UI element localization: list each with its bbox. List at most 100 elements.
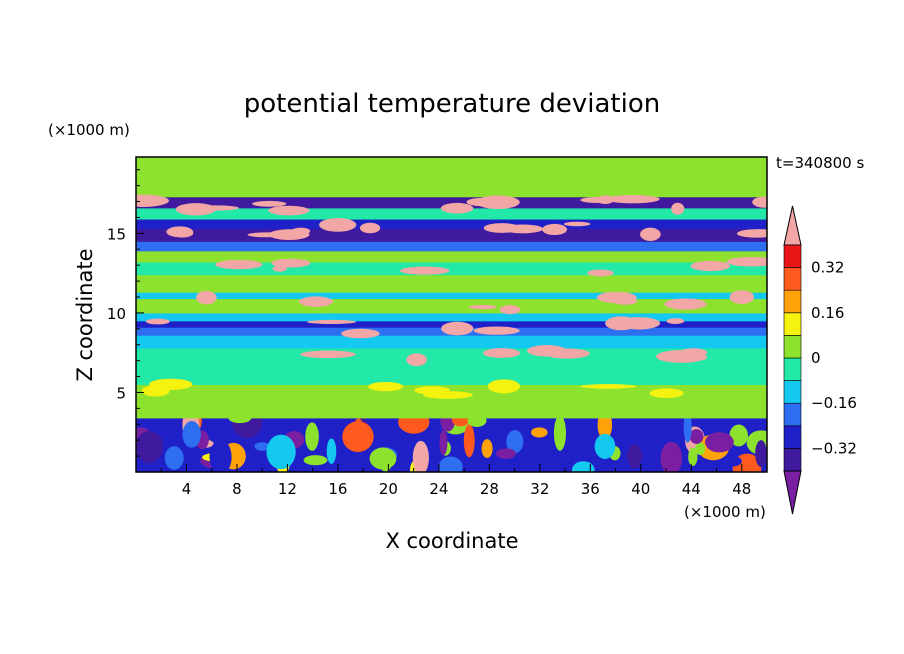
anomaly-patch [466,197,497,207]
turbulent-eddy [136,431,164,463]
turbulent-eddy [496,448,516,459]
turbulent-eddy [689,429,704,444]
x-tick-label: 12 [278,480,297,498]
anomaly-patch [726,257,767,267]
turbulent-eddy [506,430,524,454]
turbulent-eddy [723,456,742,467]
anomaly-patch [307,319,356,325]
colorbar-box [783,402,802,427]
anomaly-patch [291,227,311,235]
anomaly-patch [580,384,637,389]
colorbar-tick-label: −0.16 [811,394,857,412]
colorbar-box [783,244,802,268]
anomaly-patch [483,223,520,233]
plot-frame [135,156,768,473]
x-tick-label: 24 [429,480,448,498]
x-tick-label: 32 [530,480,549,498]
colorbar-box [783,267,802,291]
anomaly-patch [729,290,755,305]
turbulent-eddy [305,422,319,451]
anomaly-patch [613,297,638,305]
anomaly-patch [441,321,474,336]
contour-band-3 [136,335,767,349]
x-axis-title: X coordinate [385,529,518,553]
turbulent-eddy [755,440,767,468]
colorbar-tick-label: 0.16 [811,304,844,322]
turbulent-eddy [683,411,692,443]
anomaly-patch [188,205,240,211]
turbulent-eddy [342,421,374,453]
anomaly-patch [656,350,707,363]
anomaly-patch [406,353,427,367]
turbulent-eddy [660,441,683,472]
turbulent-eddy [412,440,429,472]
time-label: t=340800 s [776,154,864,172]
turbulent-eddy [729,424,748,447]
anomaly-patch [341,328,380,339]
anomaly-patch [618,317,661,330]
colorbar-tick-label: −0.32 [811,439,857,457]
turbulent-eddy [209,439,232,472]
anomaly-patch [542,223,568,236]
turbulent-eddy [463,424,475,458]
turbulent-eddy [164,446,184,470]
anomaly-patch [563,221,591,227]
turbulent-eddy [379,453,392,472]
anomaly-patch [298,296,334,307]
x-tick-label: 4 [182,480,192,498]
contour-band-18 [136,157,767,183]
turbulent-eddy [688,447,698,467]
anomaly-patch [468,304,497,310]
chart-title: potential temperature deviation [244,89,660,119]
turbulent-eddy [594,433,616,459]
anomaly-patch [440,202,474,214]
turbulent-eddy [254,442,271,451]
anomaly-patch [649,388,684,398]
y-axis: 5 10 15 [107,169,144,457]
colorbar-bottom-extension [783,470,802,515]
y-tick-label: 5 [116,384,126,402]
anomaly-patch [166,226,194,238]
turbulent-eddy [572,461,595,472]
anomaly-patch [296,259,311,267]
x-tick-label: 36 [581,480,600,498]
contour-band-13 [136,228,767,242]
anomaly-patch [136,194,169,208]
x-tick-label: 8 [232,480,242,498]
turbulent-eddy [695,442,706,455]
x-tick-label: 48 [732,480,751,498]
x-tick-label: 40 [631,480,650,498]
contour-band-12 [136,241,767,252]
anomaly-patch [252,200,287,207]
anomaly-patch [666,318,685,324]
turbulent-eddy [303,455,328,466]
colorbar-box [783,380,802,404]
x-unit-label: (×1000 m) [684,503,766,521]
anomaly-patch [487,379,521,394]
contour-band-8 [136,292,767,300]
anomaly-patch [752,196,767,208]
anomaly-patch [215,259,263,270]
colorbar-box [783,312,802,336]
anomaly-patch [473,326,520,335]
x-tick-label: 28 [480,480,499,498]
contour-band-15 [136,207,767,220]
anomaly-patch [319,218,357,232]
anomaly-patch [587,269,614,277]
anomaly-patch [527,345,567,357]
turbulent-eddy [531,427,548,438]
x-tick-label: 20 [379,480,398,498]
anomaly-patch [664,298,707,310]
turbulent-eddy [439,430,448,456]
anomaly-patch [400,266,450,275]
anomaly-patch [247,232,287,238]
colorbar-tick-label: 0.32 [811,259,844,277]
y-axis-title: Z coordinate [73,248,97,381]
turbulent-eddy [438,456,463,472]
turbulent-eddy [705,432,734,453]
x-axis: 4 8 12 16 20 24 28 32 36 40 44 48 [160,464,751,498]
anomaly-patch [739,229,767,236]
anomaly-patch [196,290,217,305]
colorbar-box [783,425,802,449]
